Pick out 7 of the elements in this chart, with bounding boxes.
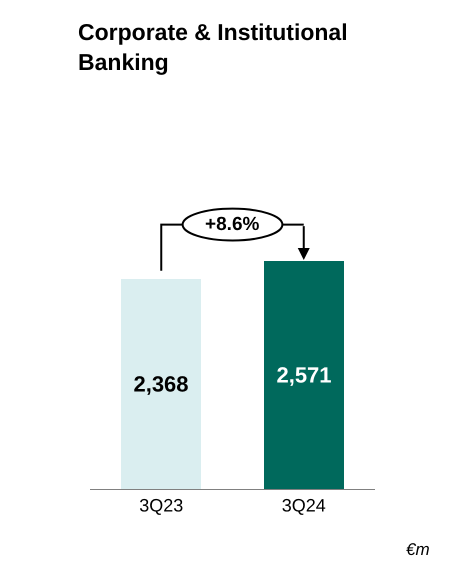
data-label: 2,368 xyxy=(133,372,189,396)
x-tick-label: 3Q23 xyxy=(139,496,184,516)
text: €m xyxy=(406,540,430,559)
text: +8.6% xyxy=(205,214,260,235)
chart-title: Corporate & Institutional Banking xyxy=(78,19,348,76)
data-label: 2,571 xyxy=(276,362,332,388)
x-tick-label: 3Q24 xyxy=(282,496,326,516)
